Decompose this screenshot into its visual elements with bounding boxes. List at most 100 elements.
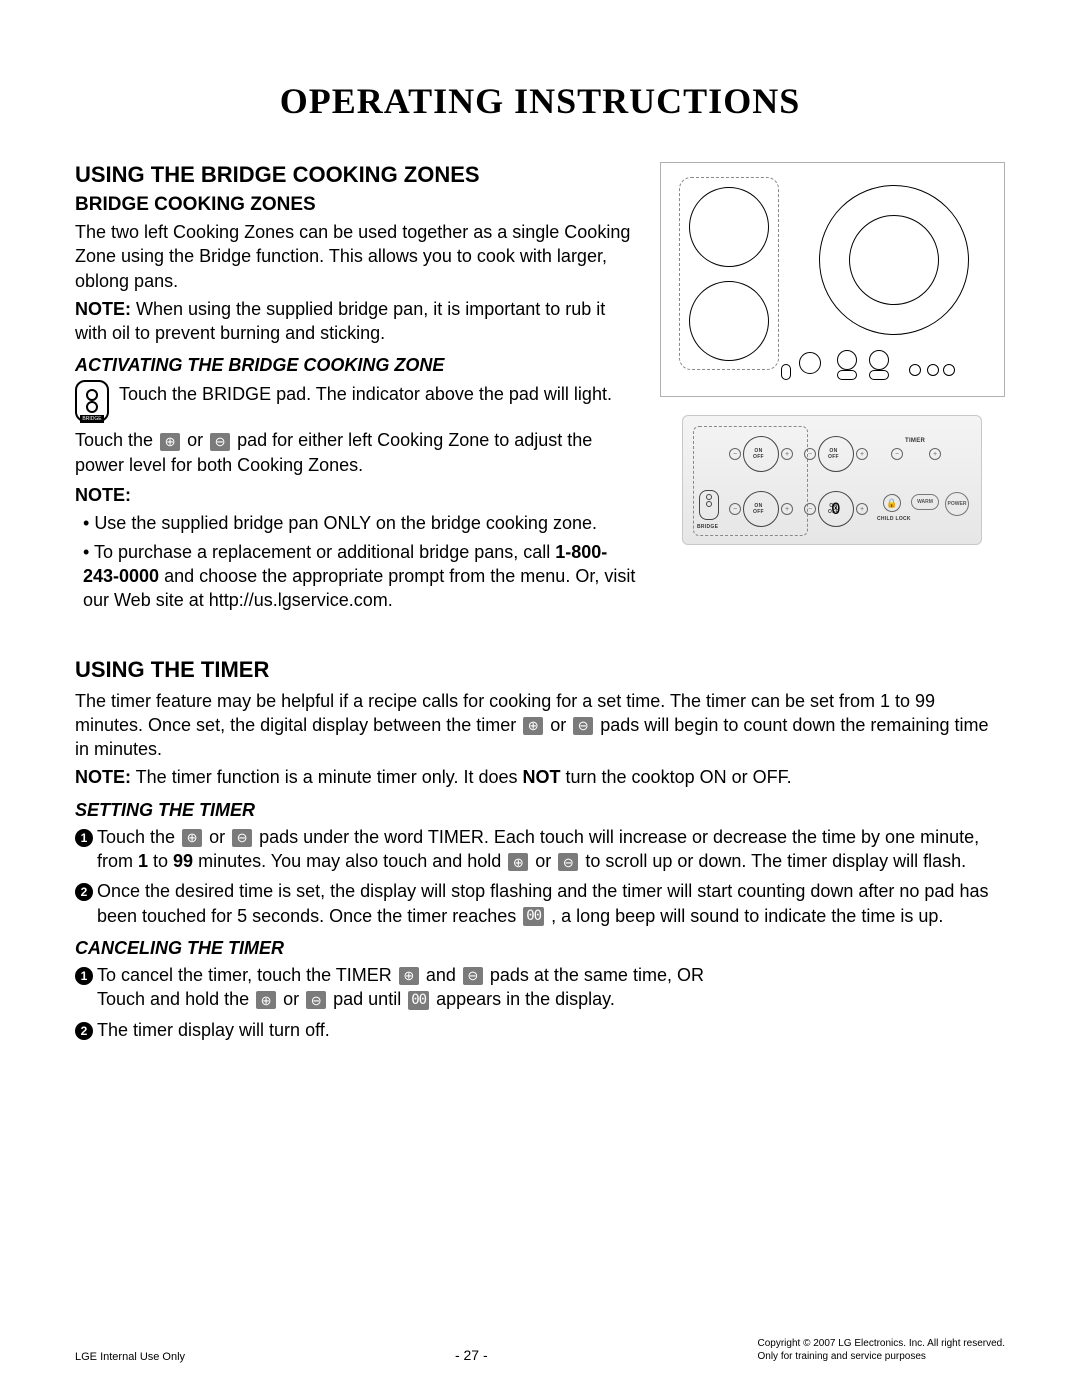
right-burner-inner — [849, 215, 939, 305]
lock-icon: 🔒 — [883, 494, 901, 512]
setting-step-2: 2 Once the desired time is set, the disp… — [75, 879, 1005, 928]
rear-left-burner — [689, 281, 769, 361]
c1-pre: To cancel the timer, touch the TIMER — [97, 965, 397, 985]
timer-plus: + — [929, 448, 941, 460]
mini-lock-icon — [909, 364, 921, 376]
c1b-mid2: pad until — [328, 989, 406, 1009]
minus-pad-icon-5: ⊖ — [463, 967, 483, 985]
note-bullets: Use the supplied bridge pan ONLY on the … — [75, 511, 640, 612]
activating-text: Touch the BRIDGE pad. The indicator abov… — [119, 382, 612, 406]
section2-heading: USING THE TIMER — [75, 657, 1005, 683]
section1-p1: The two left Cooking Zones can be used t… — [75, 220, 640, 293]
seg-00-a: 00 — [523, 907, 544, 926]
section2-note: NOTE: The timer function is a minute tim… — [75, 765, 1005, 789]
c1b-mid: or — [278, 989, 304, 1009]
bridge-icon-label: BRIDGE — [80, 415, 103, 423]
knob-rl-plus: + — [781, 503, 793, 515]
diagram-controls-row — [781, 350, 986, 384]
cooktop-diagram — [660, 162, 1005, 397]
bridge-row: BRIDGE Touch the BRIDGE pad. The indicat… — [75, 380, 640, 422]
right-column: − + ON OFF − + ON OFF − + ON OFF − + ON … — [660, 162, 1005, 617]
section1-note1: NOTE: When using the supplied bridge pan… — [75, 297, 640, 346]
mini-bridge-icon — [781, 364, 791, 380]
c1-and: and — [421, 965, 461, 985]
mini-knob-4 — [837, 370, 857, 380]
front-left-burner — [689, 187, 769, 267]
knob-fr-onoff: ON OFF — [828, 448, 839, 460]
s2-note-not: NOT — [523, 767, 561, 787]
footer-right: Copyright © 2007 LG Electronics. Inc. Al… — [758, 1337, 1005, 1363]
s1-to: to — [148, 851, 173, 871]
s1-mid3: minutes. You may also touch and hold — [193, 851, 506, 871]
knob-fl-onoff: ON OFF — [753, 448, 764, 460]
mini-plus-icon — [943, 364, 955, 376]
seg-00-b: 00 — [408, 991, 429, 1010]
step-2-bullet: 2 — [75, 883, 93, 901]
bridge-pad-icon: BRIDGE — [75, 380, 109, 422]
cancel-2-text: The timer display will turn off. — [97, 1018, 1005, 1042]
s1-mid: or — [204, 827, 230, 847]
step-1-bullet: 1 — [75, 829, 93, 847]
mini-knob-1 — [799, 352, 821, 374]
cancel-heading: CANCELING THE TIMER — [75, 938, 1005, 959]
s2-note-pre: The timer function is a minute timer onl… — [131, 767, 523, 787]
page-title: OPERATING INSTRUCTIONS — [75, 80, 1005, 122]
s2-p1-mid: or — [545, 715, 571, 735]
footer-right-2: Only for training and service purposes — [758, 1351, 926, 1362]
activating-heading: ACTIVATING THE BRIDGE COOKING ZONE — [75, 355, 640, 376]
knob-rl-minus: − — [729, 503, 741, 515]
plus-pad-icon: ⊕ — [160, 433, 180, 451]
cancel-1-bullet: 1 — [75, 967, 93, 985]
knob-rr-plus: + — [856, 503, 868, 515]
knob-rr-minus: − — [804, 503, 816, 515]
s1-mid4: or — [530, 851, 556, 871]
control-bridge-label: BRIDGE — [697, 524, 718, 530]
touch-instructions: Touch the ⊕ or ⊖ pad for either left Coo… — [75, 428, 640, 477]
plus-pad-icon-4: ⊕ — [508, 853, 528, 871]
left-column: USING THE BRIDGE COOKING ZONES BRIDGE CO… — [75, 162, 640, 617]
plus-pad-icon-2: ⊕ — [523, 717, 543, 735]
knob-fr-minus: − — [804, 448, 816, 460]
cancel-step-1: 1 To cancel the timer, touch the TIMER ⊕… — [75, 963, 1005, 1012]
s1-post: to scroll up or down. The timer display … — [580, 851, 966, 871]
note2-label: NOTE: — [75, 483, 640, 507]
lock-label: CHILD LOCK — [877, 516, 911, 522]
cancel-step-2: 2 The timer display will turn off. — [75, 1018, 1005, 1042]
minus-pad-icon-4: ⊖ — [558, 853, 578, 871]
footer-left: LGE Internal Use Only — [75, 1351, 185, 1363]
plus-pad-icon-3: ⊕ — [182, 829, 202, 847]
knob-rr-digit: 0 — [831, 499, 841, 518]
footer-center: - 27 - — [455, 1347, 488, 1363]
mini-knob-3 — [869, 350, 889, 370]
bullet-2: To purchase a replacement or additional … — [83, 540, 640, 613]
mini-knob-5 — [869, 370, 889, 380]
note1-text: When using the supplied bridge pan, it i… — [75, 299, 605, 343]
bridge-icon-circle-bottom — [86, 401, 98, 413]
s1-one: 1 — [138, 851, 148, 871]
minus-pad-icon-2: ⊖ — [573, 717, 593, 735]
knob-fl-minus: − — [729, 448, 741, 460]
plus-pad-icon-6: ⊕ — [256, 991, 276, 1009]
knob-fr-plus: + — [856, 448, 868, 460]
plus-pad-icon-5: ⊕ — [399, 967, 419, 985]
cancel-1-text: To cancel the timer, touch the TIMER ⊕ a… — [97, 963, 1005, 1012]
footer-right-1: Copyright © 2007 LG Electronics. Inc. Al… — [758, 1338, 1005, 1349]
s2-note-label: NOTE: — [75, 767, 131, 787]
minus-pad-icon-6: ⊖ — [306, 991, 326, 1009]
c1b-pre: Touch and hold the — [97, 989, 254, 1009]
cancel-2-bullet: 2 — [75, 1022, 93, 1040]
bullet2-post: and choose the appropriate prompt from t… — [83, 566, 635, 610]
page-footer: LGE Internal Use Only - 27 - Copyright ©… — [75, 1337, 1005, 1363]
section1-heading: USING THE BRIDGE COOKING ZONES — [75, 162, 640, 188]
s2-note-post: turn the cooktop ON or OFF. — [561, 767, 792, 787]
setting-step-1: 1 Touch the ⊕ or ⊖ pads under the word T… — [75, 825, 1005, 874]
bullet2-pre: To purchase a replacement or additional … — [94, 542, 555, 562]
warm-button: WARM — [911, 494, 939, 510]
c1b-post: appears in the display. — [431, 989, 615, 1009]
timer-label: TIMER — [905, 438, 925, 444]
step-2-text: Once the desired time is set, the displa… — [97, 879, 1005, 928]
step-1-text: Touch the ⊕ or ⊖ pads under the word TIM… — [97, 825, 1005, 874]
bridge-icon-circle-top — [86, 389, 98, 401]
control-bridge-icon — [699, 490, 719, 520]
section1-subheading: BRIDGE COOKING ZONES — [75, 194, 640, 216]
